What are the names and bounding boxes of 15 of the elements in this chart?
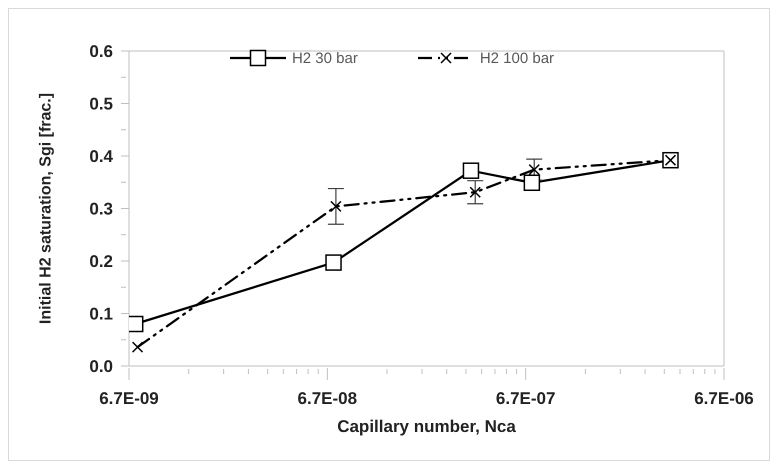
y-tick-label: 0.2 — [89, 252, 113, 271]
x-tick-label: 6.7E-08 — [298, 389, 358, 408]
x-tick-label: 6.7E-07 — [496, 389, 556, 408]
y-axis-title: Initial H2 saturation, Sgi [frac.] — [38, 92, 55, 324]
legend-label: H2 100 bar — [480, 50, 554, 66]
y-tick-label: 0.3 — [89, 200, 113, 218]
y-tick-label: 0.1 — [89, 304, 113, 324]
legend-label: H2 30 bar — [292, 50, 358, 66]
y-tick-label: 0.5 — [89, 94, 113, 114]
x-axis-title: Capillary number, Nca — [337, 417, 516, 436]
y-tick-label: 0.6 — [89, 42, 113, 61]
x-tick-label: 6.7E-09 — [99, 389, 159, 408]
y-tick-label: 0.4 — [89, 147, 114, 166]
y-tick-label: 0.0 — [89, 357, 113, 376]
x-tick-label: 6.7E-06 — [694, 389, 754, 408]
